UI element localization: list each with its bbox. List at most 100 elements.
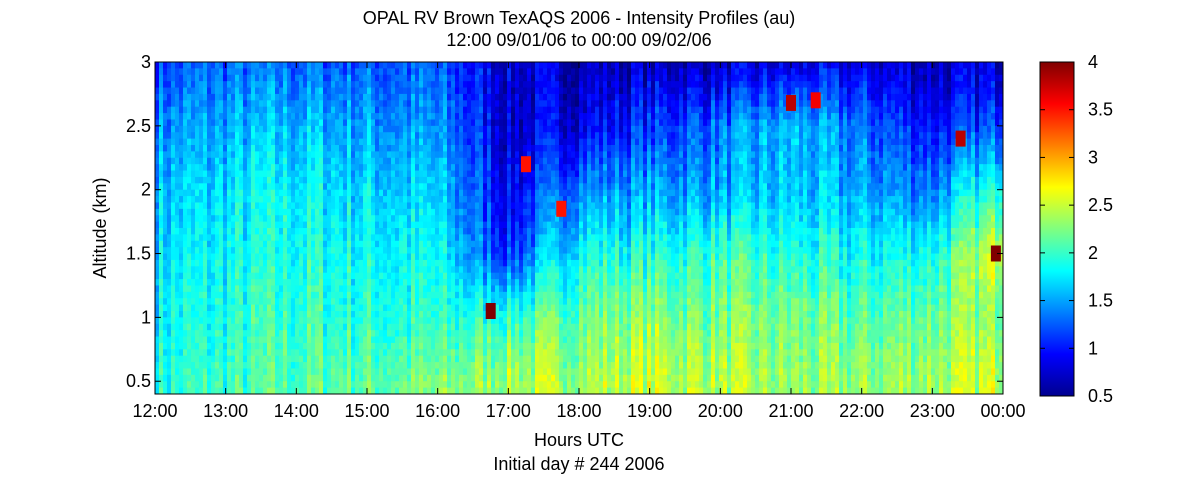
heatmap-cell (163, 151, 168, 159)
heatmap-cell (387, 68, 392, 76)
heatmap-cell (251, 202, 256, 210)
heatmap-cell (291, 151, 296, 159)
heatmap-cell (211, 74, 216, 82)
heatmap-cell (259, 311, 264, 318)
heatmap-cell (207, 189, 212, 197)
heatmap-cell (467, 189, 472, 197)
heatmap-cell (295, 330, 300, 338)
heatmap-cell (403, 362, 408, 370)
heatmap-cell (347, 266, 352, 274)
heatmap-cell (159, 157, 164, 165)
heatmap-cell (359, 183, 364, 191)
heatmap-cell (191, 196, 196, 204)
heatmap-cell (451, 374, 456, 382)
heatmap-cell (195, 304, 200, 312)
heatmap-cell (499, 119, 504, 127)
heatmap-cell (455, 259, 460, 267)
heatmap-cell (371, 68, 376, 76)
heatmap-cell (311, 138, 316, 146)
heatmap-cell (203, 298, 208, 306)
heatmap-cell (275, 119, 280, 127)
heatmap-cell (287, 362, 292, 370)
heatmap-cell (195, 93, 200, 101)
heatmap-cell (427, 272, 432, 280)
heatmap-cell (231, 330, 236, 338)
heatmap-cell (535, 132, 540, 140)
heatmap-cell (499, 253, 504, 261)
heatmap-cell (359, 387, 364, 394)
heatmap-cell (303, 81, 308, 89)
heatmap-cell (247, 355, 252, 363)
heatmap-cell (291, 253, 296, 261)
heatmap-cell (175, 259, 180, 267)
heatmap-cell (415, 342, 420, 350)
heatmap-cell (215, 164, 220, 172)
heatmap-cell (391, 189, 396, 197)
heatmap-cell (223, 74, 228, 82)
heatmap-plot-area (155, 62, 1003, 394)
heatmap-cell (251, 234, 256, 242)
heatmap-cell (403, 74, 408, 82)
heatmap-cell (339, 189, 344, 197)
heatmap-cell (159, 374, 164, 382)
heatmap-cell (419, 202, 424, 210)
heatmap-cell (195, 119, 200, 127)
heatmap-cell (467, 330, 472, 338)
heatmap-cell (243, 81, 248, 89)
heatmap-cell (239, 221, 244, 229)
heatmap-cell (155, 228, 160, 235)
heatmap-cell (255, 381, 260, 389)
heatmap-cell (171, 81, 176, 89)
heatmap-cell (203, 62, 208, 69)
heatmap-cell (483, 164, 488, 172)
heatmap-cell (487, 106, 492, 114)
heatmap-cell (355, 202, 360, 210)
heatmap-cell (483, 323, 488, 331)
heatmap-cell (511, 81, 516, 89)
heatmap-cell (247, 259, 252, 267)
heatmap-cell (283, 317, 288, 325)
heatmap-cell (371, 266, 376, 274)
heatmap-cell (423, 355, 428, 363)
heatmap-cell (419, 330, 424, 338)
heatmap-cell (475, 74, 480, 82)
heatmap-cell (391, 183, 396, 191)
heatmap-cell (375, 247, 380, 255)
heatmap-cell (335, 304, 340, 312)
heatmap-cell (427, 336, 432, 344)
heatmap-cell (487, 272, 492, 280)
heatmap-cell (475, 304, 480, 312)
heatmap-cell (483, 157, 488, 165)
heatmap-cell (431, 298, 436, 306)
heatmap-cell (323, 183, 328, 191)
heatmap-cell (187, 355, 192, 363)
heatmap-cell (343, 189, 348, 197)
heatmap-cell (339, 285, 344, 293)
heatmap-cell (439, 183, 444, 191)
heatmap-cell (215, 228, 220, 235)
heatmap-cell (155, 368, 160, 376)
heatmap-cell (171, 330, 176, 338)
heatmap-cell (511, 368, 516, 376)
heatmap-cell (263, 125, 268, 133)
heatmap-cell (503, 81, 508, 89)
heatmap-cell (419, 132, 424, 140)
heatmap-cell (171, 119, 176, 127)
heatmap-cell (195, 125, 200, 133)
heatmap-cell (535, 259, 540, 267)
heatmap-cell (355, 349, 360, 357)
heatmap-cell (299, 247, 304, 255)
heatmap-cell (279, 253, 284, 261)
heatmap-cell (411, 151, 416, 159)
heatmap-cell (343, 279, 348, 287)
heatmap-cell (455, 202, 460, 210)
heatmap-cell (515, 336, 520, 344)
heatmap-cell (347, 285, 352, 293)
heatmap-cell (303, 93, 308, 101)
heatmap-cell (203, 87, 208, 95)
heatmap-cell (355, 81, 360, 89)
heatmap-cell (479, 164, 484, 172)
heatmap-cell (399, 170, 404, 178)
heatmap-cell (431, 74, 436, 82)
heatmap-cell (243, 183, 248, 191)
